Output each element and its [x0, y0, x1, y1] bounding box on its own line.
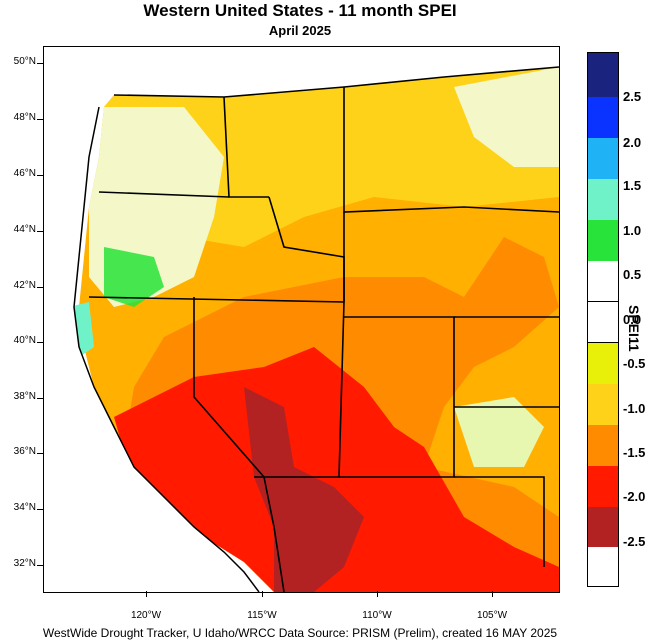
map-area [43, 46, 560, 593]
colorbar-label: -0.5 [623, 356, 646, 371]
colorbar-label: 2.0 [623, 135, 642, 150]
colorbar-segment [588, 343, 618, 384]
lon-tick [262, 591, 263, 597]
colorbar-segment [588, 466, 618, 507]
lat-label: 32°N [13, 558, 36, 569]
lat-tick [37, 453, 43, 454]
lon-tick [377, 591, 378, 597]
exceptional-drought [244, 387, 364, 592]
colorbar-segment [588, 261, 618, 302]
lat-tick [37, 398, 43, 399]
colorbar-segment [588, 138, 618, 179]
colorbar-segment [588, 384, 618, 425]
lat-tick [37, 175, 43, 176]
map-title: Western United States - 11 month SPEI [143, 1, 457, 20]
colorbar-label: 1.5 [623, 178, 642, 193]
coastline [73, 106, 260, 592]
lon-label: 105°W [476, 610, 508, 621]
lat-tick [37, 287, 43, 288]
extreme-drought [114, 347, 559, 592]
colorbar-segment [588, 97, 618, 138]
lon-tick [146, 591, 147, 597]
lat-label: 40°N [13, 335, 36, 346]
colorbar-segment [588, 53, 618, 97]
lon-label: 115°W [247, 610, 277, 621]
lat-label: 48°N [13, 112, 36, 123]
state-borders [88, 66, 559, 592]
lat-tick [37, 231, 43, 232]
colorbar-label: -2.0 [623, 489, 646, 504]
colorbar-label: 2.5 [623, 89, 642, 104]
lat-tick [37, 63, 43, 64]
footer-credit: WestWide Drought Tracker, U Idaho/WRCC D… [42, 626, 558, 640]
wet-southeast [454, 397, 544, 467]
colorbar-segment [588, 179, 618, 220]
colorbar-label: 0.5 [623, 267, 642, 282]
colorbar [587, 52, 619, 587]
wet-patches-nw [104, 247, 164, 307]
colorbar-segment [588, 302, 618, 343]
lat-label: 44°N [13, 224, 36, 235]
lat-label: 36°N [13, 446, 36, 457]
lat-label: 34°N [13, 502, 36, 513]
canada [74, 47, 559, 97]
colorbar-label: 0.0 [623, 312, 642, 327]
lat-label: 42°N [13, 280, 36, 291]
colorbar-title: SPEI11 [626, 305, 642, 352]
colorbar-label: -1.0 [623, 401, 646, 416]
pacific-ocean [44, 47, 259, 592]
lat-tick [37, 342, 43, 343]
lon-label: 110°W [362, 610, 392, 621]
lon-tick [492, 591, 493, 597]
lat-tick [37, 565, 43, 566]
lat-tick [37, 119, 43, 120]
colorbar-label: 1.0 [623, 223, 642, 238]
lat-label: 46°N [13, 168, 36, 179]
lon-label: 120°W [130, 610, 162, 621]
colorbar-label: -2.5 [623, 534, 646, 549]
colorbar-segment [588, 220, 618, 261]
lat-tick [37, 509, 43, 510]
map-subtitle: April 2025 [268, 23, 332, 38]
lat-label: 50°N [13, 56, 36, 67]
lat-label: 38°N [13, 391, 36, 402]
colorbar-label: -1.5 [623, 445, 646, 460]
colorbar-segment [588, 507, 618, 547]
spei-map [44, 47, 559, 592]
colorbar-segment [588, 425, 618, 466]
near-normal-northeast [454, 67, 559, 167]
